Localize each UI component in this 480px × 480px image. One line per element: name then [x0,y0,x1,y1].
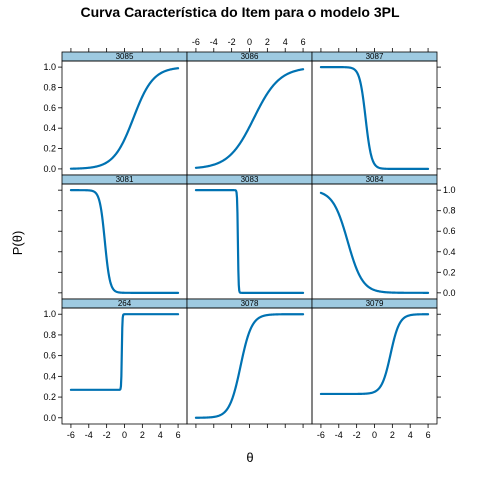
x-tick-label: -6 [317,430,325,440]
x-tick-label: 4 [158,430,163,440]
x-tick-label: 2 [390,430,395,440]
panel-3078: 3078 [186,298,313,428]
icc-curve-3078 [194,313,305,419]
icc-curve-264 [69,313,180,391]
y-tick-label: 0.4 [43,371,56,381]
strip-label: 3079 [366,299,384,308]
y-axis-label: P(θ) [10,231,25,256]
y-tick-label: 0.4 [443,247,456,257]
y-tick-label: 1.0 [43,309,56,319]
y-tick-label: 0.2 [43,144,56,154]
panel-frame [186,60,313,176]
x-tick-label: 2 [265,37,270,47]
panel-frame [311,307,438,425]
y-tick-label: 0.6 [43,103,56,113]
y-tick-label: 0.8 [43,82,56,92]
panel-frame [186,183,313,300]
x-tick-label: 6 [176,430,181,440]
icc-curve-3086 [194,68,305,169]
x-axis-label: θ [246,450,253,465]
x-tick-label: 4 [283,37,288,47]
x-tick-label: -4 [210,37,218,47]
y-tick-label: 0.8 [443,206,456,216]
icc-curve-3083 [194,189,305,294]
x-tick-label: 0 [122,430,127,440]
strip-label: 3081 [116,175,134,184]
y-tick-label: 1.0 [443,185,456,195]
x-tick-label: -6 [192,37,200,47]
panel-frame [186,307,313,425]
panel-frame [311,60,438,176]
chart-title: Curva Característica do Item para o mode… [81,4,400,20]
panel-frame [61,307,188,425]
x-tick-label: 6 [426,430,431,440]
x-tick-label: 2 [140,430,145,440]
icc-curve-3079 [319,313,430,396]
x-tick-label: -2 [353,430,361,440]
x-tick-label: 6 [301,37,306,47]
y-tick-label: 0.0 [443,288,456,298]
y-tick-label: 0.0 [43,413,56,423]
strip-label: 3086 [241,52,259,61]
panel-3087: 3087 [311,48,441,176]
x-tick-label: 4 [408,430,413,440]
panel-frame [61,183,188,300]
y-tick-label: 0.2 [43,392,56,402]
y-tick-label: 0.2 [443,267,456,277]
x-tick-label: -6 [67,430,75,440]
panel-3079: 3079 -6 -4 -2 0 2 4 6 [311,298,441,440]
strip-label: 264 [118,299,132,308]
y-tick-label: 0.6 [43,351,56,361]
icc-curve-3085 [69,67,180,170]
icc-curve-3081 [69,189,180,294]
y-tick-label: 0.0 [43,164,56,174]
panel-3085: 3085 0.0 0.2 0.4 0.6 0.8 1.0 [43,48,188,176]
panel-grid: 3085 0.0 0.2 0.4 0.6 0.8 1.0 3086 -6 -4 -2 0 2 4 6 3087… [43,37,455,440]
x-tick-label: 0 [372,430,377,440]
panel-3084: 3084 0.0 0.2 0.4 0.6 0.8 1.0 [311,174,456,300]
strip-label: 3085 [116,52,134,61]
panel-3086: 3086 -6 -4 -2 0 2 4 6 [186,37,313,176]
strip-label: 3083 [241,175,259,184]
x-tick-label: -2 [228,37,236,47]
strip-label: 3084 [366,175,384,184]
icc-curve-3087 [319,66,430,170]
icc-curve-3084 [319,191,430,294]
x-tick-label: -4 [85,430,93,440]
panel-3083: 3083 [186,174,313,300]
y-tick-label: 1.0 [43,62,56,72]
y-tick-label: 0.4 [43,123,56,133]
strip-label: 3078 [241,299,259,308]
x-tick-label: 0 [247,37,252,47]
panel-frame [61,60,188,176]
y-tick-label: 0.6 [443,226,456,236]
panel-264: 264 0.0 0.2 0.4 0.6 0.8 1.0 -6 -4 -2 0 2 4 6 [43,298,188,440]
x-tick-label: -2 [103,430,111,440]
y-tick-label: 0.8 [43,330,56,340]
x-tick-label: -4 [335,430,343,440]
panel-3081: 3081 [58,174,188,300]
strip-label: 3087 [366,52,384,61]
